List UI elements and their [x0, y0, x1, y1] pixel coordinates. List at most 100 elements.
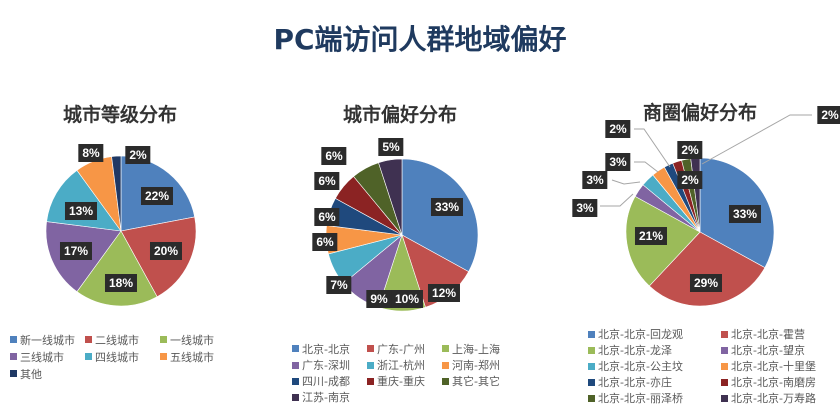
- data-label: 29%: [689, 274, 723, 292]
- legend-item: 北京-北京-霍营: [721, 326, 805, 342]
- data-label: 2%: [677, 171, 703, 189]
- legend-item: 上海-上海: [442, 341, 500, 357]
- leader-line: [634, 161, 659, 173]
- legend-item: 四线城市: [85, 349, 160, 365]
- legend-swatch: [442, 361, 449, 369]
- data-label: 2%: [677, 141, 703, 159]
- legend-swatch: [160, 353, 167, 360]
- legend-item: 江苏-南京: [292, 389, 350, 405]
- legend-item: 北京-北京-十里堡: [721, 358, 816, 374]
- legend-item: 其它-其它: [442, 373, 500, 389]
- legend-item: 其他: [10, 366, 42, 382]
- chart-legend: 新一线城市 二线城市 一线城市 三线城市 四线城市 五线城市 其他: [10, 331, 214, 382]
- pie-slice: [76, 230, 158, 307]
- legend-item: 四川-成都: [292, 373, 367, 389]
- legend-swatch: [85, 336, 92, 343]
- chart-business-district-preference: 商圈偏好分布 33% 29% 21% 3% 3% 3% 2% 2% 2% 2% 北京-北京-回龙观…: [560, 0, 840, 413]
- legend-swatch: [10, 370, 17, 377]
- data-label: 22%: [140, 187, 174, 205]
- legend-item: 广东-深圳: [292, 357, 367, 373]
- legend-item: 浙江-杭州: [367, 357, 442, 373]
- page-title: PC端访问人群地域偏好: [273, 23, 567, 56]
- pie-slice: [111, 155, 122, 232]
- data-label: 6%: [321, 147, 347, 165]
- chart-city-preference: 城市偏好分布 33% 12% 10% 9% 7% 6% 6% 6% 6% 5% 北京-北京 广东-…: [280, 0, 560, 413]
- legend-item: 广东-广州: [367, 341, 442, 357]
- legend-swatch: [588, 394, 595, 402]
- legend-swatch: [292, 361, 299, 369]
- legend-swatch: [367, 361, 374, 369]
- legend-swatch: [588, 362, 595, 370]
- legend-swatch: [588, 346, 595, 354]
- legend-swatch: [721, 330, 728, 338]
- legend-swatch: [721, 394, 728, 402]
- legend-swatch: [721, 362, 728, 370]
- pie-slice: [378, 158, 403, 236]
- legend-swatch: [367, 377, 374, 385]
- legend-item: 北京-北京-回龙观: [588, 326, 721, 342]
- legend-swatch: [10, 353, 17, 360]
- legend-swatch: [442, 345, 449, 352]
- data-label: 3%: [572, 199, 598, 217]
- legend-swatch: [10, 336, 17, 343]
- chart-title: 城市等级分布: [62, 104, 177, 126]
- data-label: 6%: [314, 172, 340, 190]
- leader-line: [634, 128, 671, 168]
- legend-item: 五线城市: [160, 349, 214, 365]
- legend-item: 北京-北京-望京: [721, 342, 805, 358]
- data-label: 6%: [312, 233, 338, 251]
- leader-line: [600, 193, 634, 207]
- data-label: 21%: [634, 227, 668, 245]
- chart-legend: 北京-北京-回龙观 北京-北京-霍营 北京-北京-龙泽 北京-北京-望京 北京-…: [588, 326, 816, 406]
- legend-item: 二线城市: [85, 332, 160, 348]
- data-label: 6%: [314, 208, 340, 226]
- leader-line: [611, 179, 641, 185]
- data-label: 5%: [378, 138, 404, 156]
- legend-swatch: [160, 336, 167, 343]
- leader-line: [701, 114, 812, 165]
- legend-swatch: [721, 346, 728, 354]
- legend-swatch: [588, 378, 595, 386]
- legend-item: 北京-北京-龙泽: [588, 342, 721, 358]
- data-label: 20%: [149, 242, 183, 260]
- data-label: 18%: [104, 274, 138, 292]
- data-label: 3%: [605, 153, 631, 171]
- legend-item: 北京-北京-南磨房: [721, 374, 816, 390]
- data-label: 33%: [430, 198, 464, 216]
- data-label: 7%: [326, 276, 352, 294]
- pie-chart: [45, 155, 197, 307]
- legend-swatch: [367, 345, 374, 352]
- legend-swatch: [292, 377, 299, 385]
- legend-item: 北京-北京-万寿路: [721, 390, 816, 406]
- data-label: 12%: [427, 284, 461, 302]
- legend-swatch: [588, 330, 595, 338]
- data-label: 9%: [366, 290, 392, 308]
- data-label: 3%: [582, 171, 608, 189]
- legend-swatch: [292, 345, 299, 352]
- data-label: 13%: [64, 202, 98, 220]
- data-label: 33%: [728, 205, 762, 223]
- data-label: 10%: [390, 290, 424, 308]
- legend-item: 新一线城市: [10, 332, 85, 348]
- data-label: 8%: [78, 144, 104, 162]
- legend-item: 三线城市: [10, 349, 85, 365]
- data-label: 2%: [605, 120, 631, 138]
- legend-item: 河南-郑州: [442, 357, 500, 373]
- chart-legend: 北京-北京 广东-广州 上海-上海 广东-深圳 浙江-杭州 河南-郑州 四川-成…: [292, 340, 500, 405]
- chart-title: 商圈偏好分布: [642, 102, 757, 124]
- legend-item: 北京-北京-亦庄: [588, 374, 721, 390]
- data-label: 17%: [59, 242, 93, 260]
- legend-swatch: [292, 393, 299, 401]
- legend-swatch: [721, 378, 728, 386]
- pie-slice: [648, 231, 766, 307]
- legend-item: 北京-北京: [292, 341, 367, 357]
- chart-title: 城市偏好分布: [342, 104, 457, 126]
- chart-city-tier: 城市等级分布 22% 20% 18% 17% 13% 8% 2% 新一线城市 二线城市 一线…: [0, 0, 280, 413]
- legend-item: 一线城市: [160, 332, 214, 348]
- legend-item: 北京-北京-丽泽桥: [588, 390, 721, 406]
- data-label: 2%: [817, 106, 840, 124]
- legend-item: 重庆-重庆: [367, 373, 442, 389]
- legend-swatch: [85, 353, 92, 360]
- legend-item: 北京-北京-公主坟: [588, 358, 721, 374]
- data-label: 2%: [125, 146, 151, 164]
